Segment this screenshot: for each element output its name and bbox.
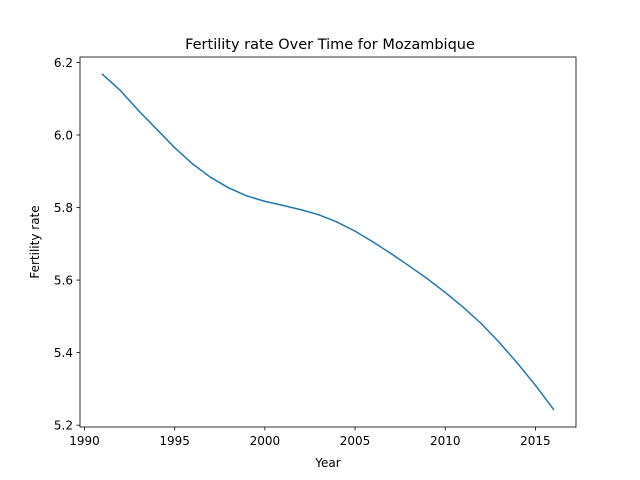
y-tick-label: 5.8 bbox=[54, 201, 73, 215]
x-tick-label: 2000 bbox=[250, 434, 281, 448]
y-axis: 5.2 5.4 5.6 5.8 6.0 6.2 bbox=[54, 56, 80, 433]
data-point bbox=[534, 384, 537, 387]
axes-frame bbox=[79, 56, 577, 428]
data-point bbox=[552, 408, 555, 410]
data-point bbox=[173, 146, 176, 149]
data-point bbox=[336, 221, 338, 223]
x-tick-label: 2005 bbox=[340, 434, 371, 448]
data-point bbox=[300, 208, 302, 211]
data-point bbox=[390, 252, 392, 255]
y-tick-label: 5.6 bbox=[54, 274, 73, 288]
y-tick-label: 5.4 bbox=[54, 346, 73, 360]
data-point bbox=[264, 200, 266, 203]
data-point bbox=[444, 291, 446, 294]
data-point bbox=[246, 195, 248, 197]
data-point bbox=[228, 187, 230, 189]
data-point bbox=[372, 241, 374, 243]
data-point bbox=[101, 73, 104, 76]
data-point bbox=[318, 214, 320, 216]
x-tick-label: 2015 bbox=[520, 434, 551, 448]
data-point bbox=[480, 322, 483, 325]
data-point bbox=[462, 306, 465, 309]
x-axis: 1990 1995 2000 2005 2010 2015 bbox=[69, 427, 551, 448]
data-point bbox=[119, 89, 122, 92]
x-axis-label: Year bbox=[314, 456, 340, 470]
x-tick-label: 1995 bbox=[159, 434, 190, 448]
x-tick-label: 2010 bbox=[430, 434, 461, 448]
data-point bbox=[210, 176, 212, 179]
y-tick-label: 6.0 bbox=[54, 128, 73, 142]
y-tick-label: 6.2 bbox=[54, 56, 73, 70]
chart-title: Fertility rate Over Time for Mozambique bbox=[185, 37, 475, 53]
data-point bbox=[426, 277, 428, 280]
y-axis-label: Fertility rate bbox=[28, 205, 42, 278]
data-point bbox=[516, 362, 519, 364]
series-line-0 bbox=[101, 73, 555, 411]
data-point bbox=[155, 128, 158, 130]
data-point bbox=[354, 230, 356, 232]
y-tick-label: 5.2 bbox=[54, 419, 73, 433]
plot-area bbox=[101, 73, 555, 411]
data-point bbox=[282, 204, 284, 207]
data-point bbox=[498, 341, 501, 344]
x-tick-label: 1990 bbox=[69, 434, 100, 448]
data-point bbox=[191, 163, 194, 165]
data-point bbox=[137, 109, 140, 112]
data-point bbox=[408, 265, 410, 267]
